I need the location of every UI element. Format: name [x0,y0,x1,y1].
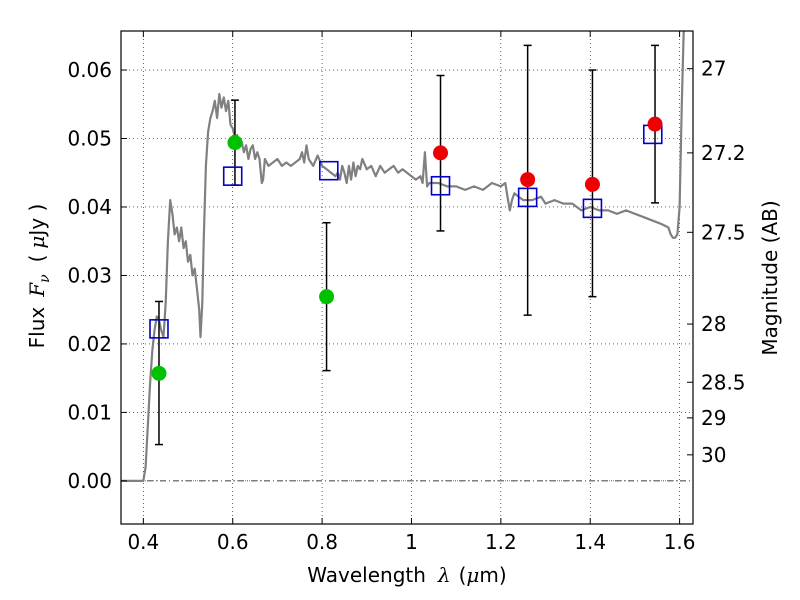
y-tick-label: 0.03 [67,263,112,287]
plot-frame [120,30,694,525]
x-axis-label-text: Wavelength [307,563,426,587]
right-axis-label: Magnitude (AB) [758,200,782,355]
x-tick-label: 0.4 [127,530,159,554]
green-point [151,365,167,381]
red-point [520,172,536,188]
right-tick-label: 30 [701,443,726,467]
axis-ticks: 0.4 0.6 0.8 1 1.2 1.4 1.6 0.00 0.01 0.02 0.03 0.04 0… [67,31,746,554]
y-axis-label: Flux Fν ( μJy ) [25,204,53,349]
y-tick-label: 0.05 [67,127,112,151]
green-point [319,289,335,305]
y-tick-label: 0.02 [67,332,112,356]
green-point [227,135,243,151]
plot-background [121,31,693,524]
y-axis-flux-symbol: F [25,282,49,298]
y-tick-label: 0.06 [67,58,112,82]
right-tick-label: 27.5 [701,220,746,244]
red-point [584,176,600,192]
model-box [149,319,169,339]
model-photometry-boxes [149,124,663,339]
x-tick-label: 1.2 [485,530,517,554]
model-box [318,160,339,181]
red-point [433,145,449,161]
y-axis-unit-close: Jy ) [25,204,49,238]
observed-points [151,116,663,381]
y-axis-unit-mu: μ [25,236,49,249]
right-tick-label: 28.5 [701,370,746,394]
x-axis-label: Wavelength λ (μm) [307,563,506,587]
x-tick-label: 1 [405,530,418,554]
x-tick-label: 0.8 [306,530,338,554]
y-axis-flux-subscript: ν [37,274,53,283]
x-tick-label: 1.6 [664,530,696,554]
y-axis-unit-open: ( [25,255,49,263]
right-tick-label: 27 [701,57,726,81]
right-tick-label: 28 [701,312,726,336]
model-box [517,187,538,208]
y-tick-label: 0.01 [67,400,112,424]
grid [121,31,693,524]
x-tick-label: 0.6 [217,530,249,554]
y-tick-label: 0.00 [67,469,112,493]
right-tick-label: 29 [701,406,726,430]
x-axis-lambda: λ [437,563,451,587]
model-spectrum [121,31,685,482]
right-tick-label: 27.2 [701,141,746,165]
model-box [222,166,243,186]
model-box [430,175,451,196]
model-box [582,198,603,219]
x-axis-unit-mu: μ [466,563,479,587]
y-axis-label-text: Flux [25,307,49,349]
y-tick-label: 0.04 [67,195,112,219]
x-tick-label: 1.4 [574,530,606,554]
model-spectrum-line [121,31,685,482]
x-axis-unit-close: m) [479,563,506,587]
x-axis-unit-open: ( [459,563,467,587]
red-point [647,116,663,132]
